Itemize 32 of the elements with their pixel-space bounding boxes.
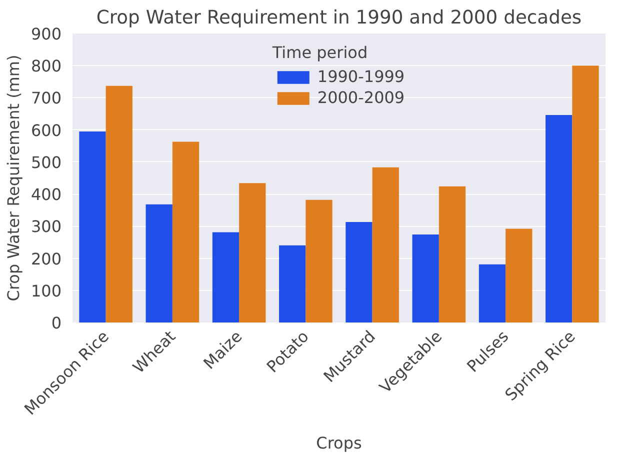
y-tick-label: 100 [30,281,62,300]
bar [438,186,466,322]
legend-label: 1990-1999 [317,67,405,86]
chart-title: Crop Water Requirement in 1990 and 2000 decades [96,8,582,28]
bar [346,222,372,322]
legend-title: Time period [272,43,369,62]
bar [306,200,332,322]
bar [572,66,599,322]
bar [172,142,200,322]
x-axis-title: Crops [316,433,362,452]
y-tick-label: 900 [30,24,62,44]
bar [279,245,306,322]
y-tick-label: 700 [30,88,62,108]
y-tick-label: 300 [30,217,62,236]
y-tick-label: 500 [30,152,62,172]
bar [506,228,532,322]
y-tick-label: 800 [30,56,62,76]
bar [372,167,399,322]
y-tick-label: 200 [30,249,62,268]
bar [212,232,240,322]
bar [478,264,506,322]
y-axis-title: Crop Water Requirement (mm) [4,54,23,302]
bar [546,115,572,322]
y-tick-label: 0 [51,314,62,332]
legend-label: 2000-2009 [317,88,405,107]
y-tick-label: 600 [30,120,62,140]
bar [412,234,439,322]
y-tick-label: 400 [30,185,62,204]
bar [239,183,266,322]
bar [79,131,106,322]
bar [146,204,172,322]
bar [106,86,132,322]
